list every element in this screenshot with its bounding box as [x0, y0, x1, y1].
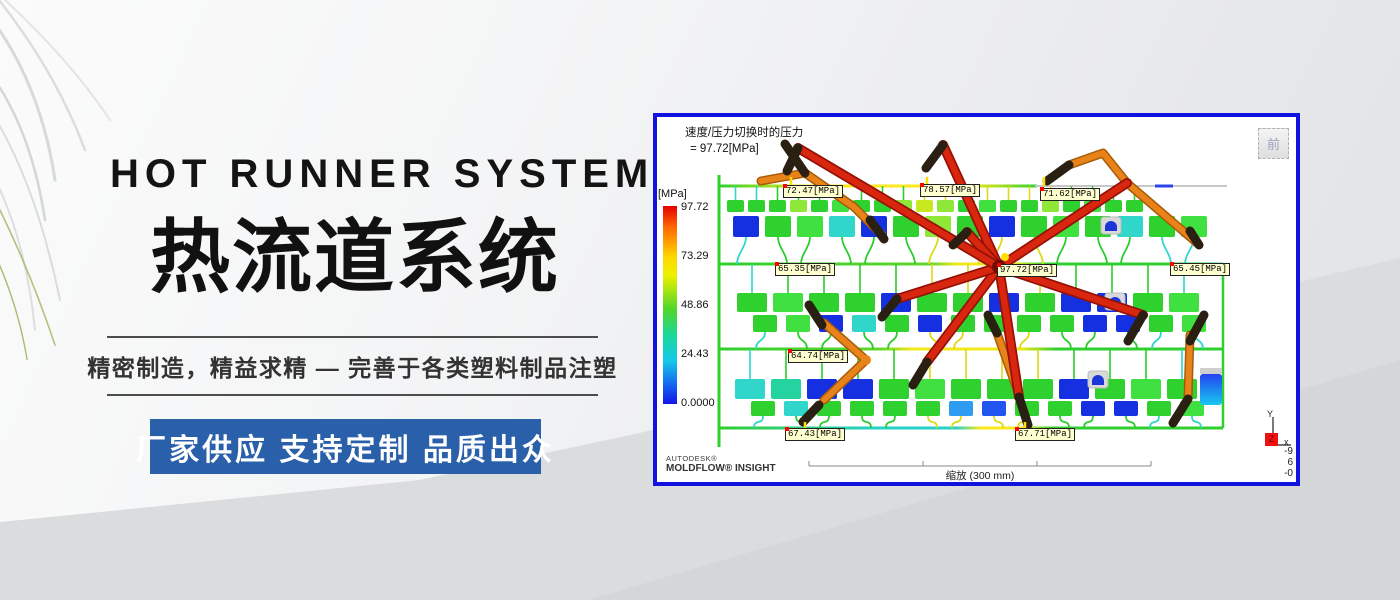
hero-title-zh: 热流道系统	[150, 213, 560, 302]
pressure-probe-label: 71.62[MPa]	[1040, 187, 1101, 201]
hero-tagline-block: 精密制造，精益求精 — 完善于各类塑料制品注塑	[87, 336, 616, 396]
moldflow-brand: AUTODESK® MOLDFLOW® INSIGHT	[666, 454, 776, 475]
moldflow-result-panel: 速度/压力切换时的压力 = 97.72[MPa] [MPa] 97.72 73.…	[653, 113, 1300, 486]
legend-tick: 97.72	[681, 201, 709, 213]
legend-tick: 48.86	[681, 299, 709, 311]
axis-x-label: x	[1284, 437, 1289, 447]
axis-readout: -0	[1284, 468, 1293, 479]
pressure-probe-label: 67.43[MPa]	[785, 427, 846, 441]
axis-readout: -9	[1284, 446, 1293, 457]
axis-readout: 6	[1287, 457, 1293, 468]
pressure-probe-label: 78.57[MPa]	[920, 183, 981, 197]
cta-label: 厂家供应 支持定制 品质出众	[136, 433, 555, 467]
axis-y-label: Y	[1267, 409, 1274, 419]
front-view-button[interactable]: 前	[1258, 128, 1289, 159]
scale-label: 缩放 (300 mm)	[945, 470, 1015, 482]
pressure-probe-label: 65.35[MPa]	[775, 262, 836, 276]
legend-colorbar	[663, 206, 677, 404]
pressure-probe-label: 97.72[MPa]	[997, 263, 1058, 277]
cta-banner-button[interactable]: 厂家供应 支持定制 品质出众	[136, 419, 552, 474]
result-title: 速度/压力切换时的压力 = 97.72[MPa]	[685, 125, 803, 157]
axis-z-indicator: Z	[1265, 433, 1278, 446]
legend-tick: 24.43	[681, 348, 709, 360]
brand-line2: MOLDFLOW® INSIGHT	[666, 463, 776, 474]
hero-title-en: HOT RUNNER SYSTEM	[110, 152, 655, 196]
result-title-line2: = 97.72[MPa]	[690, 143, 759, 156]
runner-system-plot	[717, 139, 1291, 467]
brand-line1: AUTODESK®	[666, 454, 718, 463]
legend-unit: [MPa]	[658, 188, 687, 200]
result-title-line1: 速度/压力切换时的压力	[685, 127, 804, 139]
pressure-probe-label: 64.74[MPa]	[788, 349, 849, 363]
pressure-probe-label: 72.47[MPa]	[783, 184, 844, 198]
pressure-probe-label: 65.45[MPa]	[1170, 262, 1231, 276]
pressure-probe-label: 67.71[MPa]	[1015, 427, 1076, 441]
legend-tick: 73.29	[681, 250, 709, 262]
plant-leaves-decor	[0, 0, 111, 360]
hero-tagline: 精密制造，精益求精 — 完善于各类塑料制品注塑	[87, 355, 618, 381]
legend-tick: 0.0000	[681, 397, 715, 409]
